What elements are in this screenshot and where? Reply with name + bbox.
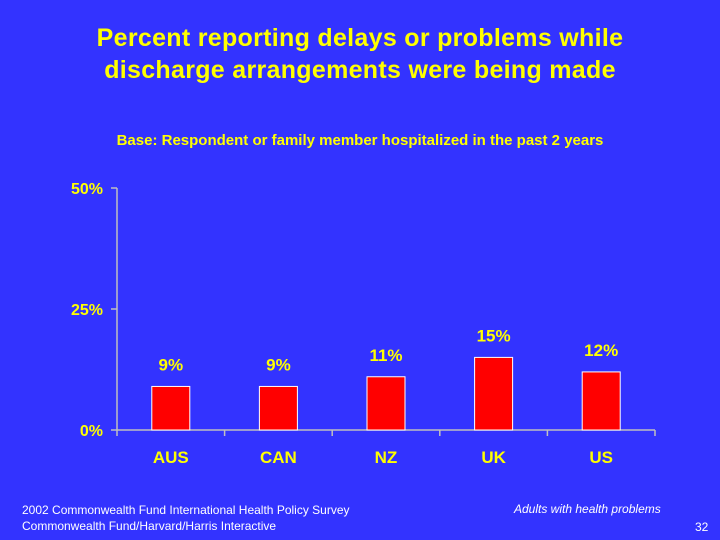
x-tick-label-nz: NZ (375, 448, 398, 467)
chart-title-line-2: discharge arrangements were being made (104, 56, 616, 84)
chart-subtitle: Base: Respondent or family member hospit… (116, 132, 604, 149)
x-tick-label-uk: UK (481, 448, 506, 467)
bar-us (581, 371, 621, 431)
chart-title: Percent reporting delays or problems whi… (0, 22, 720, 86)
page-number: 32 (695, 520, 709, 534)
x-tick-label-aus: AUS (153, 448, 189, 467)
data-label-uk: 15% (477, 326, 511, 345)
y-tick-label: 0% (80, 423, 103, 440)
source-line-2: Commonwealth Fund/Harvard/Harris Interac… (22, 519, 277, 533)
x-tick-label-can: CAN (260, 448, 297, 467)
y-tick-label: 25% (71, 302, 103, 319)
bar-aus (151, 385, 191, 431)
bar-uk (474, 356, 514, 431)
data-label-nz: 11% (369, 346, 402, 365)
x-tick-label-us: US (589, 448, 613, 467)
bar-can (258, 385, 298, 431)
source-line-1: 2002 Commonwealth Fund International Hea… (22, 503, 350, 517)
data-label-can: 9% (266, 355, 291, 374)
y-tick-label: 50% (71, 181, 103, 198)
data-label-us: 12% (584, 341, 618, 360)
chart-title-line-1: Percent reporting delays or problems whi… (96, 24, 624, 52)
population-note: Adults with health problems (514, 502, 661, 516)
data-label-aus: 9% (159, 355, 184, 374)
bar-nz (366, 376, 406, 431)
